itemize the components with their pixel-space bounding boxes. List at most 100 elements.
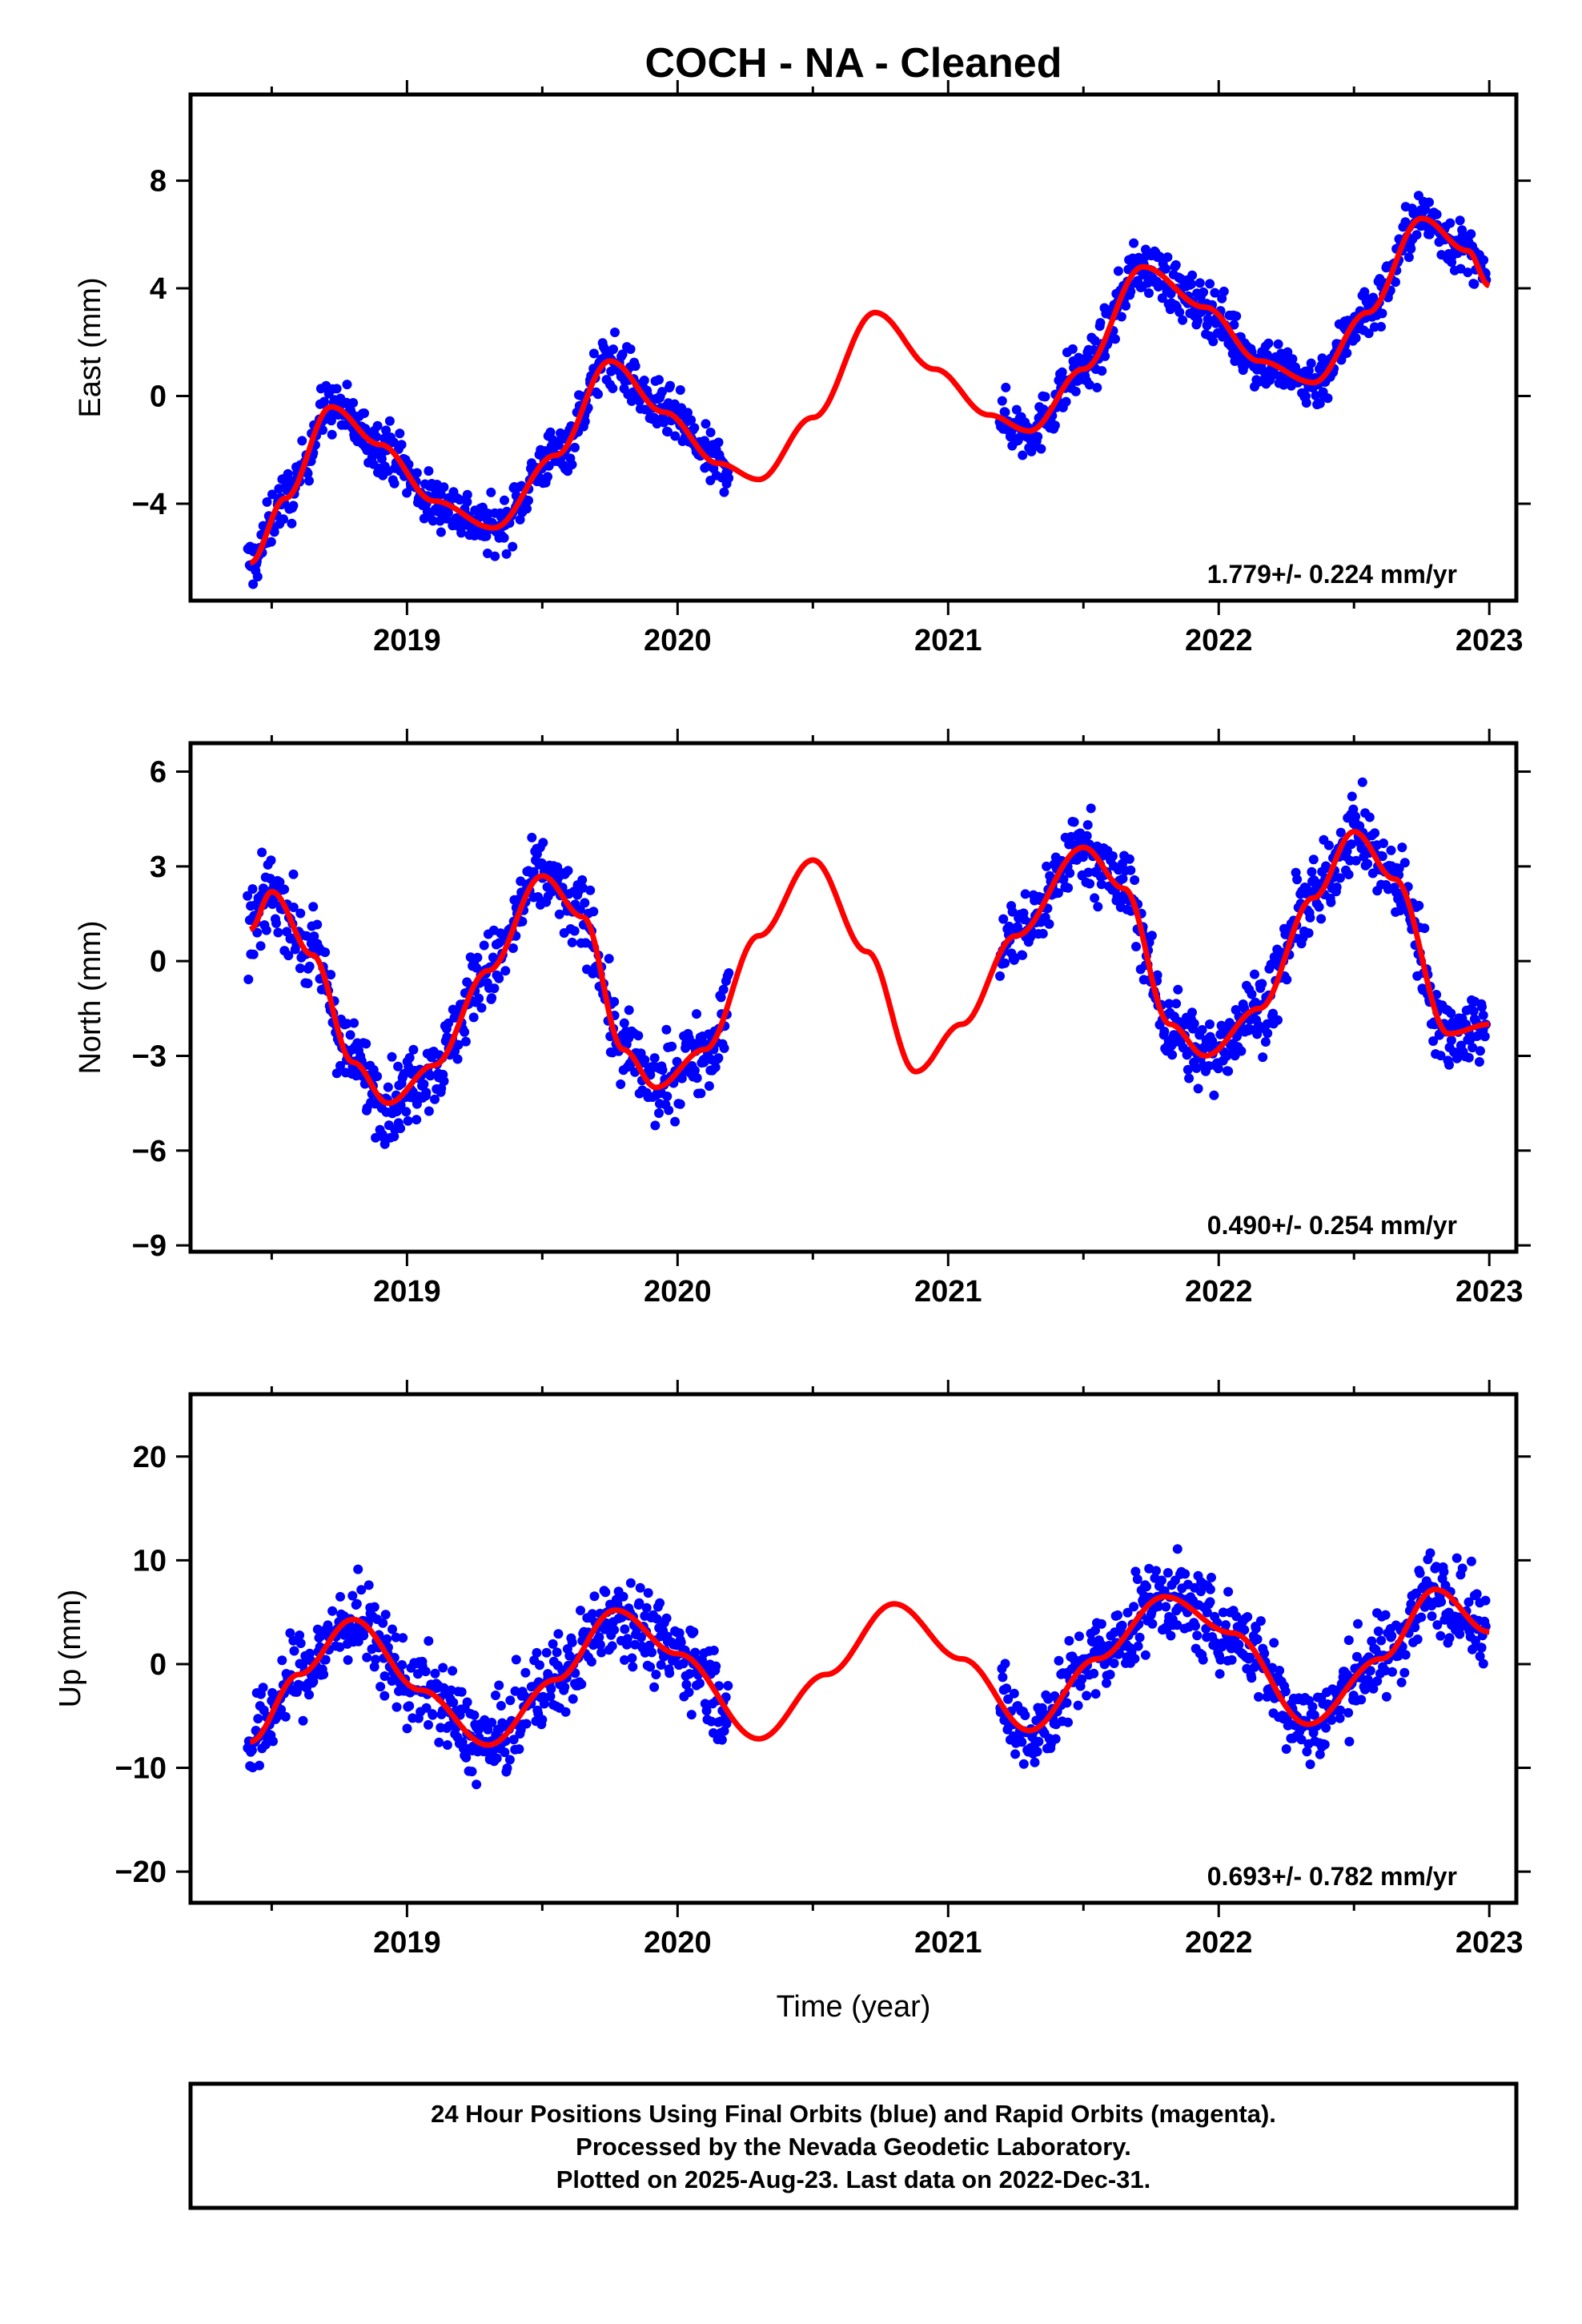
data-point: [634, 1598, 644, 1608]
data-point: [1368, 1683, 1379, 1694]
data-point: [647, 1647, 657, 1658]
data-point: [452, 1054, 463, 1064]
data-point: [618, 1591, 628, 1602]
data-point: [421, 1088, 432, 1098]
data-point: [1070, 386, 1081, 396]
data-point: [1209, 1090, 1219, 1100]
data-point: [398, 1633, 408, 1643]
data-point: [277, 1655, 287, 1666]
data-point: [1090, 1689, 1101, 1699]
data-point: [589, 1591, 600, 1602]
y-tick-label: −20: [115, 1856, 167, 1889]
data-point: [383, 1082, 393, 1092]
data-point: [331, 384, 342, 394]
data-point: [261, 925, 271, 935]
data-point: [483, 1724, 493, 1735]
data-point: [1020, 889, 1030, 899]
data-point: [717, 1735, 727, 1745]
data-point: [1003, 1694, 1014, 1704]
data-point: [650, 1120, 661, 1131]
data-point: [501, 549, 512, 559]
y-tick-label: 0: [150, 380, 167, 414]
data-point: [670, 431, 681, 441]
data-point: [468, 1012, 479, 1023]
data-point: [1432, 1620, 1443, 1630]
data-point: [508, 541, 518, 552]
data-point: [548, 1638, 558, 1649]
data-point: [1387, 1667, 1397, 1677]
data-point: [490, 551, 500, 561]
data-point: [716, 992, 726, 1003]
data-point: [319, 1669, 329, 1679]
data-point: [1154, 1601, 1164, 1611]
data-point: [1305, 912, 1315, 923]
data-point: [689, 423, 700, 433]
data-point: [1399, 1667, 1410, 1678]
data-point: [1082, 820, 1093, 830]
footer-line-3: Plotted on 2025-Aug-23. Last data on 202…: [556, 2165, 1151, 2193]
data-point: [499, 533, 509, 543]
y-tick-label: 3: [150, 850, 167, 884]
data-point: [655, 1598, 665, 1608]
data-point: [1090, 893, 1100, 903]
data-point: [719, 1043, 729, 1053]
data-point: [689, 1626, 699, 1637]
data-point: [1396, 1677, 1407, 1687]
data-point: [1082, 1691, 1092, 1701]
data-point: [1167, 1050, 1178, 1060]
data-point: [665, 1668, 675, 1679]
data-point: [1231, 1611, 1242, 1622]
data-point: [1367, 1636, 1377, 1647]
x-tick-label: 2021: [914, 1926, 982, 1960]
data-point: [1197, 1025, 1207, 1035]
data-point: [1063, 883, 1074, 893]
data-point: [304, 961, 315, 971]
data-point: [1105, 1670, 1115, 1679]
data-point: [1275, 1666, 1285, 1675]
data-point: [331, 1068, 342, 1079]
data-point: [413, 1669, 423, 1679]
data-point: [723, 1681, 733, 1691]
data-point: [577, 875, 588, 885]
data-point: [460, 1027, 470, 1037]
data-point: [689, 1065, 700, 1076]
data-point: [1142, 1582, 1151, 1592]
data-point: [371, 432, 382, 442]
data-point: [567, 460, 577, 470]
data-point: [675, 385, 685, 395]
data-point: [402, 1723, 412, 1734]
data-point: [424, 1636, 434, 1647]
data-point: [676, 1637, 686, 1647]
data-point: [276, 1704, 287, 1715]
data-point: [1410, 1622, 1420, 1633]
data-point: [1000, 1659, 1010, 1669]
x-tick-label: 2023: [1456, 1275, 1524, 1309]
data-point: [1009, 1688, 1019, 1699]
data-point: [342, 1019, 352, 1029]
scatter-points-up: [243, 1544, 1491, 1790]
data-point: [304, 1648, 315, 1659]
data-point: [721, 1692, 731, 1703]
data-point: [326, 970, 336, 980]
data-point: [620, 1624, 630, 1634]
data-point: [327, 429, 337, 440]
data-point: [520, 1667, 531, 1678]
data-point: [1083, 867, 1094, 878]
data-point: [1315, 398, 1325, 408]
data-point: [442, 1740, 452, 1750]
data-point: [1000, 407, 1010, 417]
data-point: [266, 855, 276, 866]
data-point: [462, 497, 472, 507]
data-point: [428, 1710, 438, 1720]
data-point: [1174, 307, 1185, 317]
data-point: [1007, 907, 1018, 917]
data-point: [681, 1679, 692, 1690]
data-point: [1146, 931, 1157, 941]
data-point: [1161, 263, 1170, 274]
data-point: [1273, 1015, 1283, 1025]
data-point: [1191, 1621, 1200, 1631]
data-point: [1351, 1651, 1362, 1662]
data-point: [1303, 365, 1314, 376]
data-point: [1010, 1749, 1021, 1759]
data-point: [343, 1655, 353, 1665]
